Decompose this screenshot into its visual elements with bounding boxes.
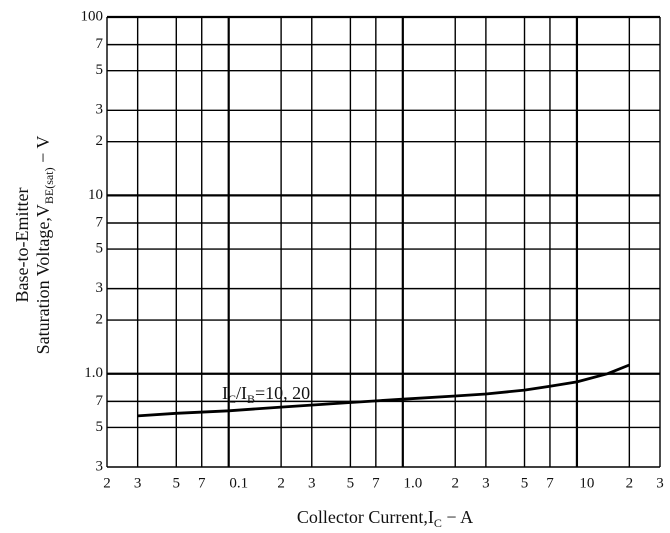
x-tick-label: 7 — [372, 475, 380, 491]
annotation-part: /I — [236, 383, 247, 403]
x-tick-label: 10 — [579, 475, 594, 491]
annotation-part: =10, 20 — [255, 383, 310, 403]
grid — [106, 15, 661, 468]
annotation-sub: C — [228, 392, 236, 406]
x-tick-label: 3 — [308, 475, 316, 491]
y-tick-label: 3 — [96, 458, 104, 474]
x-tick-label: 2 — [277, 475, 285, 491]
y-tick-label: 3 — [96, 280, 104, 296]
x-tick-label: 7 — [198, 475, 206, 491]
x-tick-label: 3 — [134, 475, 142, 491]
y-tick-label: 5 — [96, 419, 104, 435]
x-label-part: − A — [442, 507, 473, 527]
x-tick-label: 3 — [482, 475, 490, 491]
y-tick-label: 100 — [81, 8, 104, 24]
y-tick-label: 7 — [96, 393, 104, 409]
y-tick-label: 2 — [96, 311, 104, 327]
x-label-sub: C — [434, 516, 442, 530]
x-tick-label: 2 — [451, 475, 459, 491]
x-tick-label: 5 — [347, 475, 355, 491]
x-tick-label: 1.0 — [403, 475, 422, 491]
x-label-part: Collector Current,I — [297, 507, 434, 527]
annotation-part: I — [222, 383, 228, 403]
x-axis-label: Collector Current,IC − A — [297, 507, 473, 530]
y-label-part: − V — [33, 136, 53, 168]
x-tick-label: 5 — [173, 475, 181, 491]
x-tick-label: 2 — [626, 475, 634, 491]
y-tick-label: 1.0 — [84, 365, 103, 381]
y-tick-label: 3 — [96, 102, 104, 118]
y-label-sub: BE(sat) — [42, 167, 56, 204]
annotation-sub: B — [247, 392, 255, 406]
x-tick-label: 5 — [521, 475, 529, 491]
x-tick-label: 0.1 — [229, 475, 248, 491]
y-tick-label: 5 — [96, 240, 104, 256]
y-tick-label: 10 — [88, 187, 103, 203]
x-tick-label: 3 — [656, 475, 664, 491]
y-label-line: Saturation Voltage,VBE(sat) − V — [33, 136, 56, 355]
y-tick-label: 5 — [96, 62, 104, 78]
y-label-line: Base-to-Emitter — [12, 188, 32, 303]
y-tick-label: 7 — [96, 214, 104, 230]
y-axis-label: Base-to-Emitter Saturation Voltage,VBE(s… — [12, 136, 56, 355]
y-tick-label: 2 — [96, 133, 104, 149]
x-tick-label: 2 — [103, 475, 111, 491]
y-label-part: Saturation Voltage,V — [33, 204, 53, 354]
data-line — [137, 363, 630, 418]
y-tick-label: 7 — [96, 36, 104, 52]
x-tick-label: 7 — [546, 475, 554, 491]
curve-annotation: IC/IB=10, 20 — [222, 383, 310, 406]
